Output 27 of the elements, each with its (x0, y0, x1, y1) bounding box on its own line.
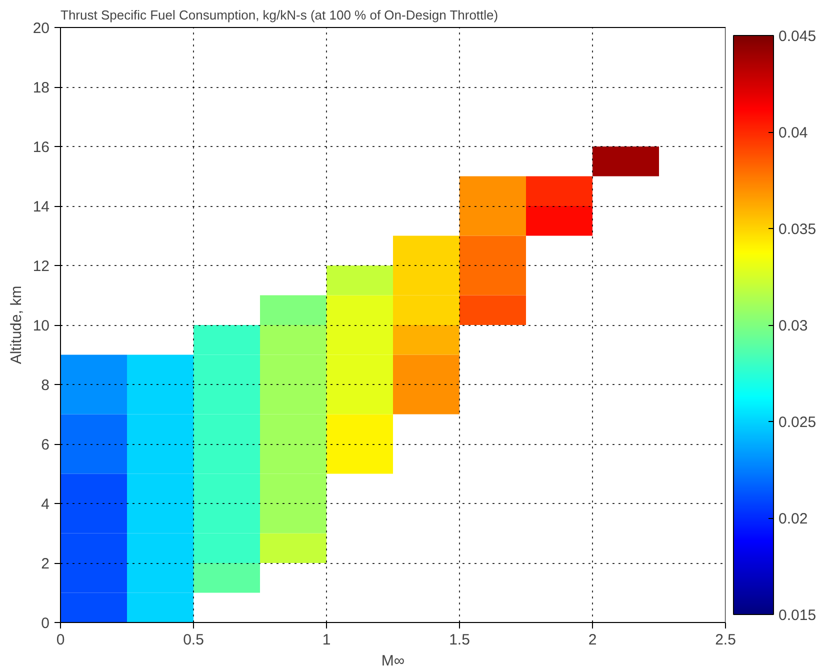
color-bar-label: 0.025 (778, 414, 816, 431)
x-tick-label: 1 (322, 632, 331, 648)
color-bar-label: 0.015 (778, 607, 816, 624)
x-axis-title: M∞ (381, 652, 405, 670)
y-tick-label: 6 (41, 436, 50, 454)
y-tick-label: 0 (41, 615, 50, 632)
x-tick-label: 0.5 (183, 632, 204, 648)
x-tick-label: 1.5 (449, 632, 470, 648)
color-bar-label: 0.02 (778, 510, 808, 528)
y-tick-label: 2 (41, 556, 50, 572)
y-axis-title: Altitude, km (8, 286, 25, 364)
color-bar-label: 0.03 (778, 318, 808, 334)
y-tick-label: 18 (32, 80, 50, 96)
y-tick-label: 14 (32, 198, 50, 216)
color-bar-label: 0.035 (778, 221, 816, 238)
color-bar-label: 0.04 (778, 124, 808, 142)
color-bar-label: 0.045 (778, 28, 816, 45)
y-tick-label: 20 (32, 20, 50, 37)
y-tick-label: 16 (32, 139, 50, 156)
x-tick-label: 0 (56, 632, 65, 648)
y-tick-label: 8 (41, 377, 50, 394)
x-tick-label: 2 (588, 632, 597, 648)
y-tick-label: 10 (32, 318, 50, 334)
chart-title: Thrust Specific Fuel Consumption, kg/kN-s (at 100 % of On-Design Throttle) (60, 8, 498, 22)
x-tick-label: 2.5 (715, 632, 736, 648)
y-tick-label: 4 (41, 496, 50, 513)
y-tick-label: 12 (32, 258, 50, 275)
